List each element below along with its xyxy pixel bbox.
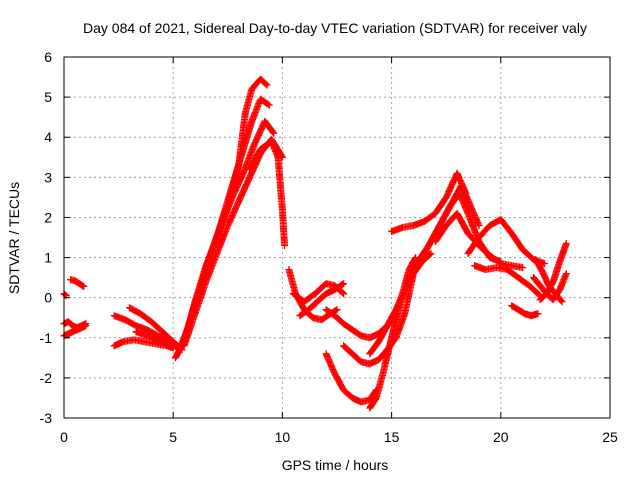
chart-title: Day 084 of 2021, Sidereal Day-to-day VTE… bbox=[83, 20, 587, 36]
data-point-markers bbox=[67, 276, 88, 290]
grid bbox=[64, 57, 610, 418]
data-series bbox=[471, 262, 544, 300]
y-tick-label: 2 bbox=[44, 209, 52, 225]
x-tick-label: 5 bbox=[169, 429, 177, 445]
data-point-markers bbox=[532, 256, 566, 306]
data-point-markers bbox=[180, 135, 286, 350]
y-axis-label: SDTVAR / TECUs bbox=[6, 182, 22, 294]
data-point-markers bbox=[246, 137, 289, 249]
data-point-markers bbox=[388, 169, 470, 235]
data-series bbox=[508, 302, 542, 320]
data-series bbox=[246, 137, 289, 249]
data-series bbox=[322, 350, 380, 406]
y-tick-label: 4 bbox=[44, 129, 52, 145]
data-point-markers bbox=[366, 250, 435, 358]
x-axis-label: GPS time / hours bbox=[282, 457, 389, 473]
x-tick-label: 25 bbox=[602, 429, 618, 445]
data-series bbox=[296, 280, 348, 320]
data-series bbox=[67, 276, 88, 290]
data-series bbox=[388, 169, 470, 235]
data-series bbox=[532, 256, 566, 306]
x-tick-label: 0 bbox=[60, 429, 68, 445]
y-tick-label: -3 bbox=[40, 410, 53, 426]
data-point-markers bbox=[322, 350, 380, 406]
data-point-markers bbox=[296, 280, 348, 320]
y-tick-label: 5 bbox=[44, 89, 52, 105]
x-tick-label: 20 bbox=[493, 429, 509, 445]
x-tick-label: 10 bbox=[275, 429, 291, 445]
data-series bbox=[180, 135, 286, 350]
y-tick-label: -1 bbox=[40, 330, 53, 346]
y-tick-label: 3 bbox=[44, 169, 52, 185]
axes: 0 5 10 15 20 25 -3 -2 -1 0 1 2 3 4 5 6 bbox=[40, 49, 618, 445]
x-tick-label: 15 bbox=[384, 429, 400, 445]
y-tick-label: -2 bbox=[40, 370, 53, 386]
data-series bbox=[366, 250, 435, 358]
data-point-markers bbox=[132, 328, 184, 352]
data-points bbox=[60, 75, 570, 412]
data-point-markers bbox=[471, 262, 544, 300]
y-tick-label: 6 bbox=[44, 49, 52, 65]
y-tick-label: 0 bbox=[44, 290, 52, 306]
data-point-markers bbox=[508, 302, 542, 320]
data-series bbox=[132, 328, 184, 352]
y-tick-label: 1 bbox=[44, 250, 52, 266]
plot-frame bbox=[63, 56, 611, 419]
